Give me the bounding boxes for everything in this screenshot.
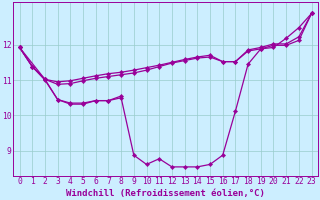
X-axis label: Windchill (Refroidissement éolien,°C): Windchill (Refroidissement éolien,°C) — [66, 189, 265, 198]
